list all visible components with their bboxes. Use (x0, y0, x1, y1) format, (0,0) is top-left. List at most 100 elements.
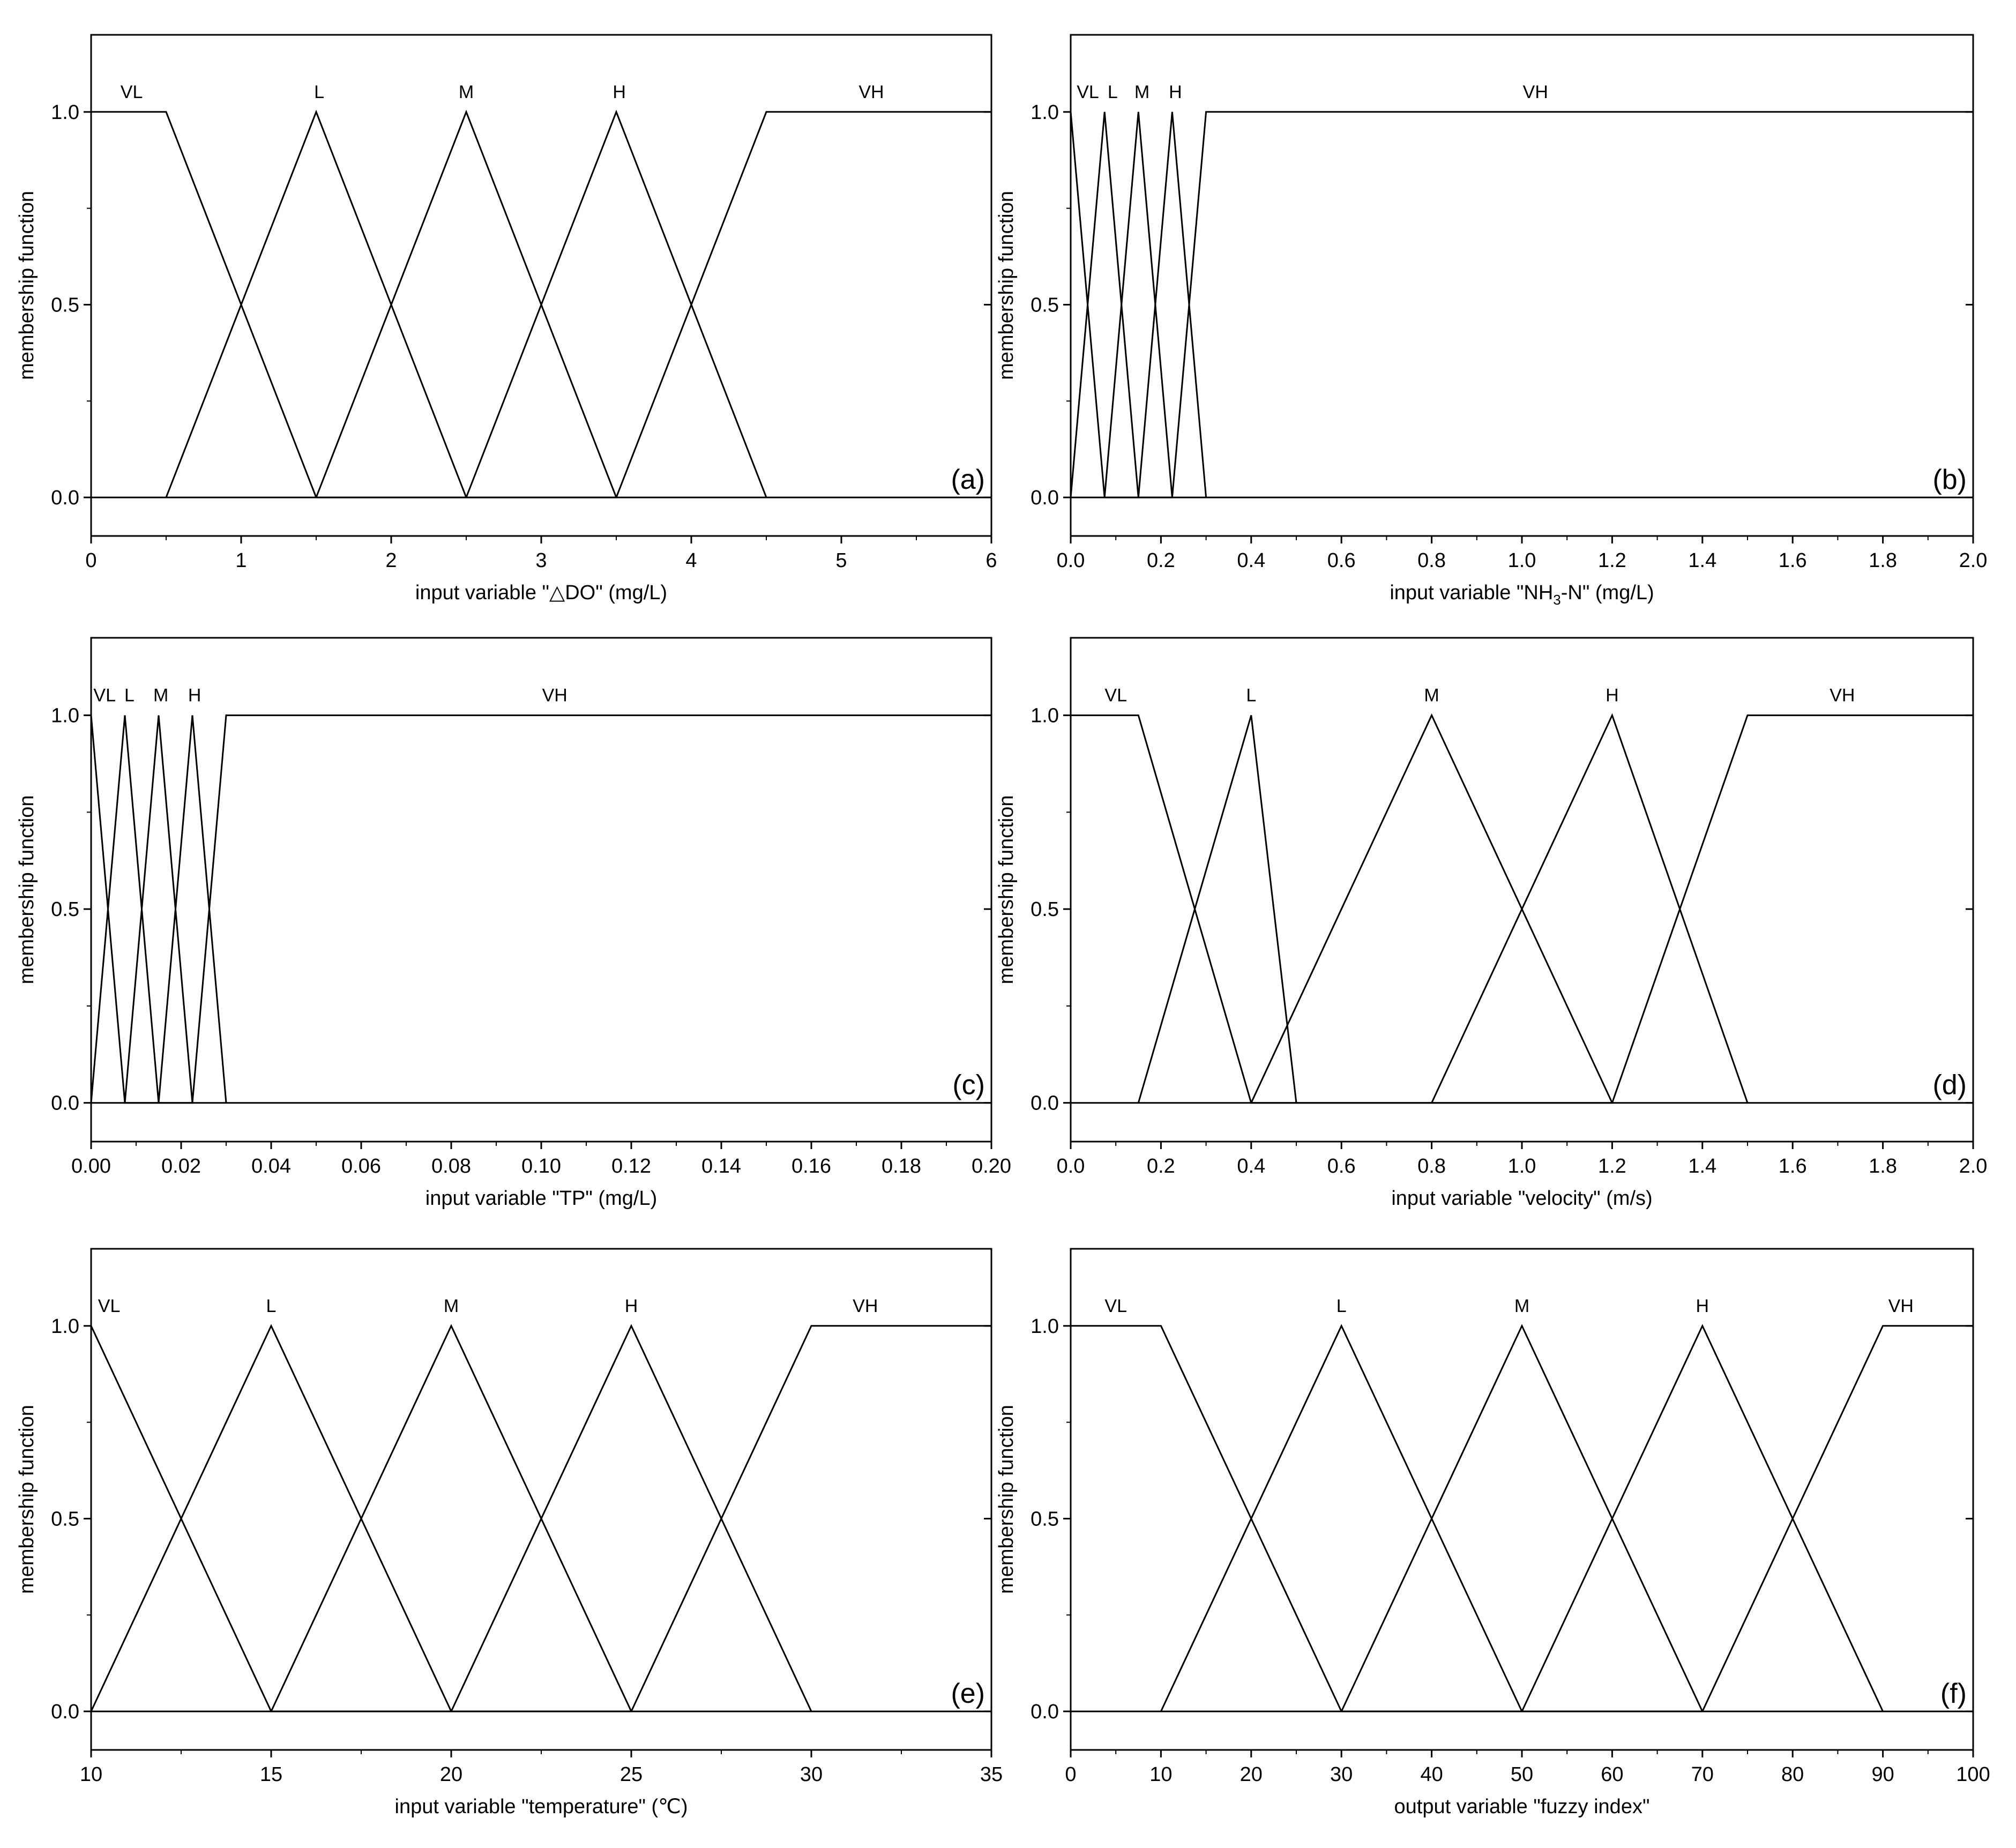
chart-panel-e: 10 15 20 25 30 35 0.0 0.5 1.0 VL L M H VH (e) input var… (16, 1248, 1003, 1818)
series-line-h (1431, 713, 1749, 1104)
y-tick-label: 0.0 (1031, 1092, 1059, 1115)
x-axis-title: input variable "△DO" (mg/L) (415, 582, 667, 604)
x-tick-label: 10 (1149, 1763, 1172, 1786)
series-line-m (1103, 111, 1173, 498)
y-tick-label: 0.0 (51, 1092, 79, 1115)
x-tick-label: 2.0 (1959, 1155, 1988, 1178)
series-line-l (1137, 715, 1297, 1104)
set-label-l: L (1336, 1296, 1347, 1316)
x-tick-label: 0.8 (1417, 549, 1446, 572)
set-label-vl: VL (121, 82, 143, 102)
series-line-vh (91, 1325, 991, 1712)
x-tick-label: 0.4 (1237, 1155, 1265, 1178)
set-label-vl: VL (98, 1296, 121, 1316)
x-tick-label: 1.2 (1598, 549, 1626, 572)
x-tick-label: 0.18 (882, 1155, 921, 1178)
series-line-h (465, 109, 767, 498)
x-tick-label: 1.6 (1779, 1155, 1807, 1178)
series-line-vl (1070, 111, 1973, 498)
panel-label: (d) (1932, 1070, 1967, 1101)
series-line-l (90, 715, 160, 1103)
x-tick-label: 25 (620, 1763, 643, 1786)
series-line-vh (91, 111, 991, 498)
x-tick-label: 4 (685, 549, 697, 572)
panel-label: (a) (951, 464, 985, 495)
series-line-vh (1071, 714, 1973, 1104)
set-label-vh: VH (1888, 1296, 1914, 1316)
set-label-h: H (613, 82, 626, 102)
panel-label: (b) (1932, 464, 1967, 495)
y-axis-title: membership function (995, 795, 1018, 985)
x-tick-label: 0.04 (251, 1155, 291, 1178)
x-tick-label: 1.4 (1688, 1155, 1716, 1178)
set-label-l: L (124, 685, 135, 706)
set-label-vh: VH (853, 1296, 878, 1316)
chart-panel-f: 0 10 20 30 40 50 60 70 80 90 100 0.0 0.5 1.0 VL L M H VH (f… (995, 1248, 1990, 1818)
x-axis-title: input variable "NH3-N" (mg/L) (1390, 582, 1654, 608)
y-tick-label: 0.0 (1031, 1701, 1059, 1723)
plot-frame (90, 34, 992, 537)
set-label-m: M (459, 82, 474, 102)
x-tick-label: 20 (1240, 1763, 1263, 1786)
set-label-l: L (266, 1296, 277, 1316)
series-line-h (158, 715, 227, 1103)
set-label-vl: VL (1104, 685, 1127, 706)
x-tick-label: 0.12 (611, 1155, 651, 1178)
x-tick-label: 0.6 (1327, 549, 1356, 572)
series-line-m (315, 109, 617, 498)
x-tick-label: 0.06 (341, 1155, 381, 1178)
x-tick-label: 0.10 (521, 1155, 561, 1178)
x-tick-label: 0.0 (1057, 549, 1085, 572)
series-line-l (165, 109, 467, 498)
set-label-vl: VL (93, 685, 116, 706)
y-tick-label: 0.5 (51, 898, 79, 921)
set-label-vh: VH (1523, 82, 1548, 102)
y-axis-title: membership function (995, 1405, 1018, 1594)
x-tick-label: 40 (1420, 1763, 1443, 1786)
x-axis-title: input variable "velocity" (m/s) (1391, 1187, 1652, 1210)
y-tick-label: 0.0 (51, 1701, 79, 1723)
x-tick-label: 0.2 (1147, 1155, 1175, 1178)
set-label-h: H (625, 1296, 638, 1316)
chart-panel-c: 0.00 0.02 0.04 0.06 0.08 0.10 0.12 0.14 0.16 0.18… (16, 637, 1011, 1210)
set-label-vh: VH (542, 685, 568, 706)
y-tick-label: 1.0 (51, 1315, 79, 1338)
x-tick-label: 0.0 (1057, 1155, 1085, 1178)
y-axis-title: membership function (16, 191, 38, 380)
x-tick-label: 1.8 (1869, 549, 1897, 572)
y-tick-label: 0.0 (51, 487, 79, 509)
series-line-vl (1071, 1325, 1973, 1712)
series-line-l (1160, 1324, 1523, 1712)
set-label-l: L (314, 82, 324, 102)
series-line-vl (90, 715, 991, 1104)
y-tick-label: 1.0 (51, 705, 79, 727)
x-tick-label: 60 (1601, 1763, 1623, 1786)
panel-label: (f) (1940, 1678, 1967, 1709)
x-tick-label: 1.0 (1508, 549, 1536, 572)
y-tick-label: 1.0 (1031, 705, 1059, 727)
x-axis-title: input variable "temperature" (℃) (395, 1795, 688, 1818)
set-label-m: M (1424, 685, 1439, 706)
x-tick-label: 1 (235, 549, 247, 572)
series-line-l (1070, 111, 1139, 498)
set-label-h: H (188, 685, 201, 706)
x-tick-label: 30 (1330, 1763, 1353, 1786)
x-tick-label: 1.4 (1688, 549, 1716, 572)
plot-frame (1070, 1248, 1974, 1751)
x-tick-label: 20 (440, 1763, 462, 1786)
set-label-m: M (1134, 82, 1149, 102)
y-tick-label: 0.0 (1031, 487, 1059, 509)
x-tick-label: 1.2 (1598, 1155, 1626, 1178)
x-tick-label: 10 (80, 1763, 102, 1786)
set-label-vh: VH (858, 82, 884, 102)
plot-frame (90, 637, 992, 1143)
x-tick-label: 90 (1871, 1763, 1894, 1786)
series-line-m (1340, 1324, 1704, 1712)
series-line-m (124, 715, 193, 1103)
set-label-l: L (1246, 685, 1256, 706)
x-tick-label: 0.08 (431, 1155, 471, 1178)
set-label-m: M (153, 685, 168, 706)
x-tick-label: 0.16 (792, 1155, 831, 1178)
x-axis-title: output variable "fuzzy index" (1394, 1795, 1650, 1818)
x-tick-label: 0.2 (1147, 549, 1175, 572)
